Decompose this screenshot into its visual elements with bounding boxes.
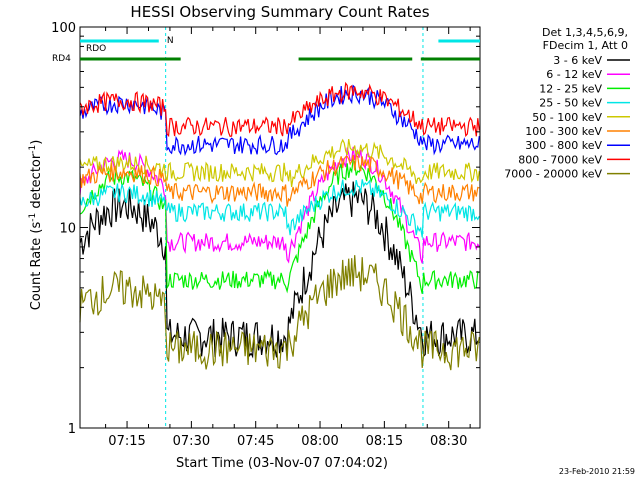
legend-label: 50 - 100 keV <box>532 111 602 124</box>
legend-label: 6 - 12 keV <box>546 68 602 81</box>
flag-bars: RDO N RD4 <box>52 36 480 64</box>
flag-label: RDO <box>86 44 106 54</box>
legend-label: 3 - 6 keV <box>553 54 602 67</box>
legend: Det 1,3,4,5,6,9, FDecim 1, Att 0 3 - 6 k… <box>504 26 630 181</box>
y-tick-label: 10 <box>59 222 76 237</box>
x-tick-label: 07:45 <box>237 434 274 449</box>
chart-title: HESSI Observing Summary Count Rates <box>130 3 429 21</box>
legend-label: 800 - 7000 keV <box>518 153 602 166</box>
x-tick-label: 08:15 <box>366 434 403 449</box>
legend-header-1: Det 1,3,4,5,6,9, <box>542 26 628 39</box>
legend-label: 100 - 300 keV <box>525 125 602 138</box>
y-axis-label: Count Rate (s-1 detector-1) <box>28 140 44 311</box>
flag-label: RD4 <box>52 54 71 64</box>
x-tick-label: 07:15 <box>108 434 145 449</box>
series-line <box>79 179 480 238</box>
x-axis-label: Start Time (03-Nov-07 07:04:02) <box>176 456 388 471</box>
series-line <box>79 255 480 371</box>
series-line <box>79 84 480 157</box>
legend-label: 300 - 800 keV <box>525 139 602 152</box>
legend-header-2: FDecim 1, Att 0 <box>543 39 628 52</box>
series-line <box>79 156 480 294</box>
y-axis: 1 10 100 <box>51 21 480 437</box>
y-tick-label: 100 <box>51 21 76 36</box>
x-axis: 07:15 07:30 07:45 08:00 08:15 08:30 <box>105 27 471 449</box>
legend-label: 12 - 25 keV <box>539 82 602 95</box>
flag-marker: N <box>167 36 174 46</box>
x-tick-label: 08:00 <box>301 434 338 449</box>
series-line <box>79 138 480 187</box>
x-tick-label: 07:30 <box>173 434 210 449</box>
series-line <box>79 154 480 207</box>
timestamp: 23-Feb-2010 21:59 <box>559 467 635 476</box>
series-line <box>79 181 480 359</box>
x-tick-label: 08:30 <box>430 434 467 449</box>
series-line <box>79 81 480 138</box>
y-tick-label: 1 <box>68 422 76 437</box>
legend-label: 25 - 50 keV <box>539 97 602 110</box>
legend-label: 7000 - 20000 keV <box>504 168 602 181</box>
